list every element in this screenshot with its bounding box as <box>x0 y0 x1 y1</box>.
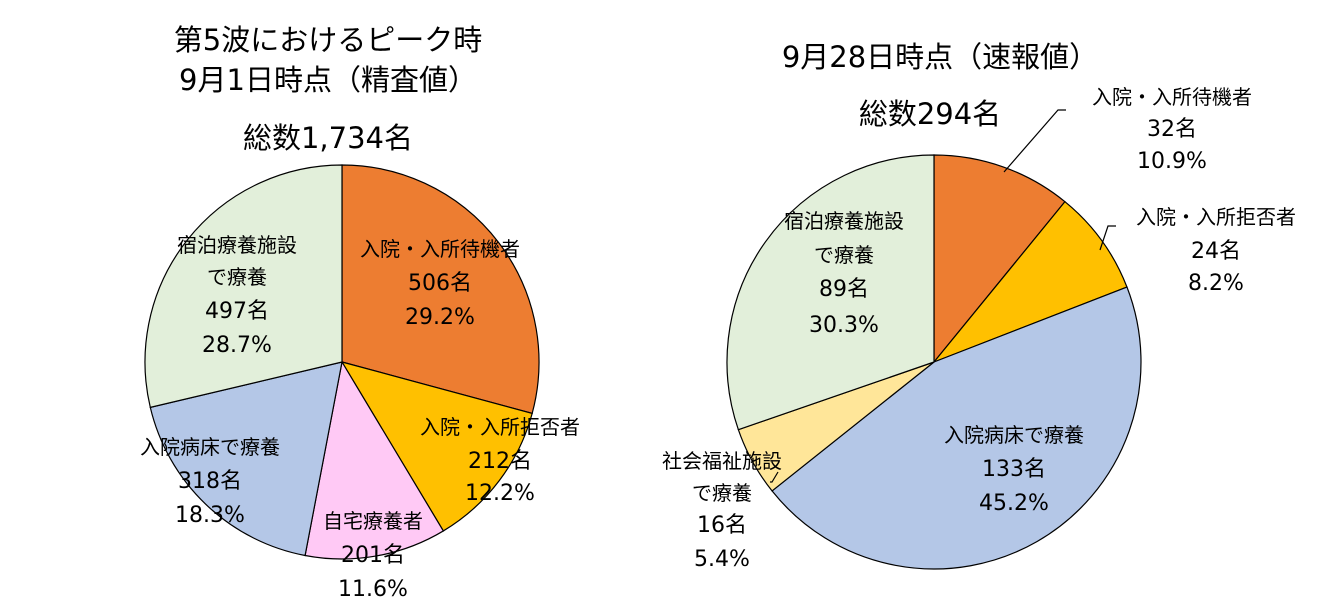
pie-chart-peak: 第5波におけるピーク時 9月1日時点（精査値） 総数1,734名 入院・入所待機… <box>140 23 580 602</box>
slice-label-text: 入院病床で療養 <box>944 423 1084 447</box>
slice-label-text: 入院・入所待機者 <box>360 237 520 261</box>
slice-label-text: 社会福祉施設 <box>662 449 782 473</box>
slice-percent: 11.6% <box>338 577 408 602</box>
pie-slice-2 <box>932 200 1128 364</box>
slice-count: 89名 <box>819 277 869 302</box>
slice-percent: 45.2% <box>979 491 1049 516</box>
slice-label-text: 宿泊療養施設 <box>784 209 904 233</box>
slice-label-text: で療養 <box>814 243 874 267</box>
slice-count: 201名 <box>341 543 405 568</box>
slice-label-hotel: 宿泊療養施設 で療養 89名 30.3% <box>784 209 904 338</box>
slice-label-text: 自宅療養者 <box>323 509 423 533</box>
chart-total: 総数294名 <box>859 97 1001 131</box>
slice-count: 506名 <box>408 271 472 296</box>
leader-line <box>770 471 779 483</box>
leader-line <box>1003 109 1066 173</box>
slice-label-refused: 入院・入所拒否者 212名 12.2% <box>420 415 580 506</box>
slice-label-text: 入院・入所拒否者 <box>1136 205 1296 229</box>
slice-percent: 29.2% <box>405 305 475 330</box>
pie-slice-3 <box>771 286 1142 570</box>
slice-count: 16名 <box>697 513 747 538</box>
slice-label-refused: 入院・入所拒否者 24名 8.2% <box>1136 205 1296 296</box>
slice-count: 318名 <box>178 469 242 494</box>
slice-label-text: 入院・入所拒否者 <box>420 415 580 439</box>
slice-count: 32名 <box>1147 117 1197 142</box>
slice-count: 24名 <box>1191 239 1241 264</box>
slice-percent: 28.7% <box>202 333 272 358</box>
leader-line <box>1099 225 1116 251</box>
pie-slice-1 <box>341 164 540 415</box>
pie-slice-2 <box>340 361 533 532</box>
slice-percent: 12.2% <box>465 481 535 506</box>
slice-count: 497名 <box>205 299 269 324</box>
chart-subtitle: 9月1日時点（精査値） <box>179 63 477 97</box>
slice-count: 212名 <box>468 449 532 474</box>
slice-percent: 30.3% <box>809 313 879 338</box>
pie-slice-3 <box>304 360 445 560</box>
slice-label-waiting: 入院・入所待機者 32名 10.9% <box>1092 85 1252 174</box>
slice-percent: 8.2% <box>1188 271 1244 296</box>
slice-label-text: で療養 <box>207 265 267 289</box>
chart-total: 総数1,734名 <box>243 121 413 155</box>
slice-label-text: 宿泊療養施設 <box>177 233 297 257</box>
chart-title: 9月28日時点（速報値） <box>782 40 1098 74</box>
slice-percent: 5.4% <box>694 547 750 572</box>
slice-label-hotel: 宿泊療養施設 で療養 497名 28.7% <box>177 233 297 358</box>
pie-slice-4 <box>149 361 343 557</box>
chart-title: 第5波におけるピーク時 <box>174 23 482 57</box>
slice-label-text: 入院病床で療養 <box>140 435 280 459</box>
slice-percent: 18.3% <box>175 503 245 528</box>
slice-label-hospital: 入院病床で療養 318名 18.3% <box>140 435 280 528</box>
slice-label-text: 入院・入所待機者 <box>1092 85 1252 109</box>
slice-label-welfare: 社会福祉施設 で療養 16名 5.4% <box>662 449 782 572</box>
pie-slice-1 <box>933 154 1066 364</box>
slice-percent: 10.9% <box>1137 149 1207 174</box>
slice-label-waiting: 入院・入所待機者 506名 29.2% <box>360 237 520 330</box>
slice-label-home-care: 自宅療養者 201名 11.6% <box>323 509 423 602</box>
pie-slice-5 <box>726 154 935 431</box>
pie-slice-5 <box>144 164 343 409</box>
pie-chart-sep28: 9月28日時点（速報値） 総数294名 入院・入所待機者 32名 10.9% 入… <box>662 40 1296 572</box>
slice-count: 133名 <box>982 457 1046 482</box>
slice-label-hospital: 入院病床で療養 133名 45.2% <box>944 423 1084 516</box>
slice-label-text: で療養 <box>692 481 752 505</box>
